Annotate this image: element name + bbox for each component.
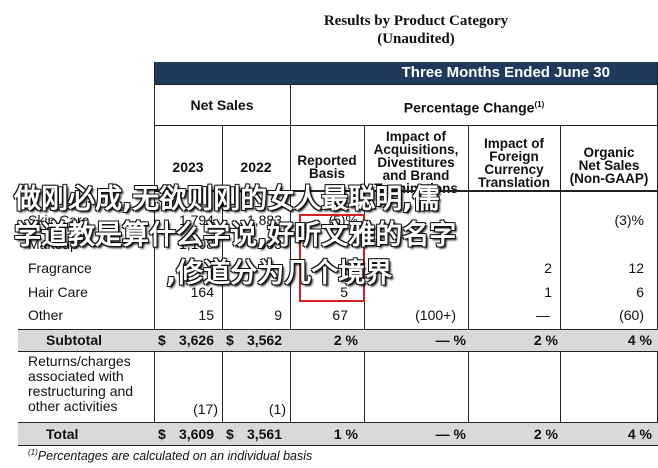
subtotal-organic: 4 % (627, 332, 652, 348)
column-divider (560, 125, 561, 446)
cell-2023: 1,794 (178, 212, 214, 228)
total-2022: 3,561 (246, 426, 282, 442)
rule (18, 422, 658, 423)
subtotal-label: Subtotal (46, 332, 102, 348)
total-reported: 1 % (333, 426, 358, 442)
cell-2022: 1,883 (246, 212, 282, 228)
cell-2022: 993 (258, 236, 282, 252)
cell-2023: 15 (198, 307, 214, 323)
total-label: Total (46, 426, 79, 442)
total-2023: 3,609 (178, 426, 214, 442)
highlight-box (299, 214, 365, 302)
reported-basis-header: Reported Basis (297, 153, 357, 181)
overlay-text-line3: ,修道分为几个境界 (166, 258, 393, 289)
returns-label: Returns/charges associated with restructur… (28, 353, 134, 414)
dollar-sign: $ (158, 332, 166, 348)
cell-organic: (3)% (614, 212, 644, 228)
total-organic: 4 % (627, 426, 652, 442)
row-label: Makeup (28, 236, 78, 252)
total-fx: 2 % (533, 426, 558, 442)
row-label: Hair Care (28, 284, 88, 300)
cell-reported: 5 (340, 284, 348, 300)
period-band: Three Months Ended June 30 (154, 62, 658, 84)
subtotal-acq: — % (435, 332, 466, 348)
cell-2023: 164 (190, 284, 214, 300)
subtotal-2023: 3,626 (178, 332, 214, 348)
cell-fx: — (536, 307, 550, 323)
cell-fx: 2 (544, 260, 552, 276)
dollar-sign: $ (226, 426, 234, 442)
cell-2022: 9 (274, 307, 282, 323)
rule (154, 190, 658, 192)
subtotal-2022: 3,562 (246, 332, 282, 348)
title-line2: (Unaudited) (377, 31, 455, 47)
year-2022-header: 2022 (240, 159, 272, 175)
row-label: Other (28, 307, 64, 323)
rule (18, 329, 658, 330)
rule (18, 445, 658, 446)
overlay-text-line2: 学道教是算什么学说,好听文雅的名字 (14, 220, 457, 251)
column-divider (154, 62, 155, 446)
footnote: (1)Percentages are calculated on an indi… (28, 448, 313, 464)
cell-organic: 6 (636, 284, 644, 300)
cell-organic: 12 (628, 260, 644, 276)
results-table: Three Months Ended June 30 Net Sales Per… (18, 62, 658, 446)
organic-net-sales-header: Organic Net Sales (Non-GAAP) (569, 145, 649, 186)
total-row (18, 422, 658, 446)
cell-acq: (100+) (415, 307, 456, 323)
period-label: Three Months Ended June 30 (401, 64, 610, 81)
pct-change-header: Percentage Change(1) (403, 99, 545, 116)
title-line1: Results by Product Category (323, 13, 509, 29)
subtotal-fx: 2 % (533, 332, 558, 348)
cell-2023: 1,108 (178, 236, 214, 252)
returns-2023: (17) (193, 401, 218, 417)
rule (154, 125, 658, 126)
rule (18, 351, 658, 352)
column-divider (290, 84, 291, 446)
returns-2022: (1) (268, 401, 286, 417)
currency-impact-header: Impact of Foreign Currency Translation (477, 136, 550, 190)
net-sales-header: Net Sales (190, 97, 254, 113)
report-title: Results by Product Category (Unaudited) (0, 12, 658, 48)
subtotal-reported: 2 % (333, 332, 358, 348)
cell-organic: (60) (619, 307, 644, 323)
rule (154, 84, 658, 85)
cell-fx: 1 (544, 284, 552, 300)
row-label: Skin Care (28, 212, 90, 228)
column-divider (468, 125, 469, 446)
year-2023-header: 2023 (172, 159, 204, 175)
dollar-sign: $ (158, 426, 166, 442)
cell-reported: (5)% (328, 212, 358, 228)
subtotal-row (18, 329, 658, 351)
dollar-sign: $ (226, 332, 234, 348)
overlay-text-line1: 做刚必成,无欲则刚的女人最聪明,儒 (14, 184, 440, 215)
cell-reported: 67 (332, 307, 348, 323)
total-acq: — % (435, 426, 466, 442)
column-divider (222, 125, 223, 446)
row-label: Fragrance (28, 260, 92, 276)
